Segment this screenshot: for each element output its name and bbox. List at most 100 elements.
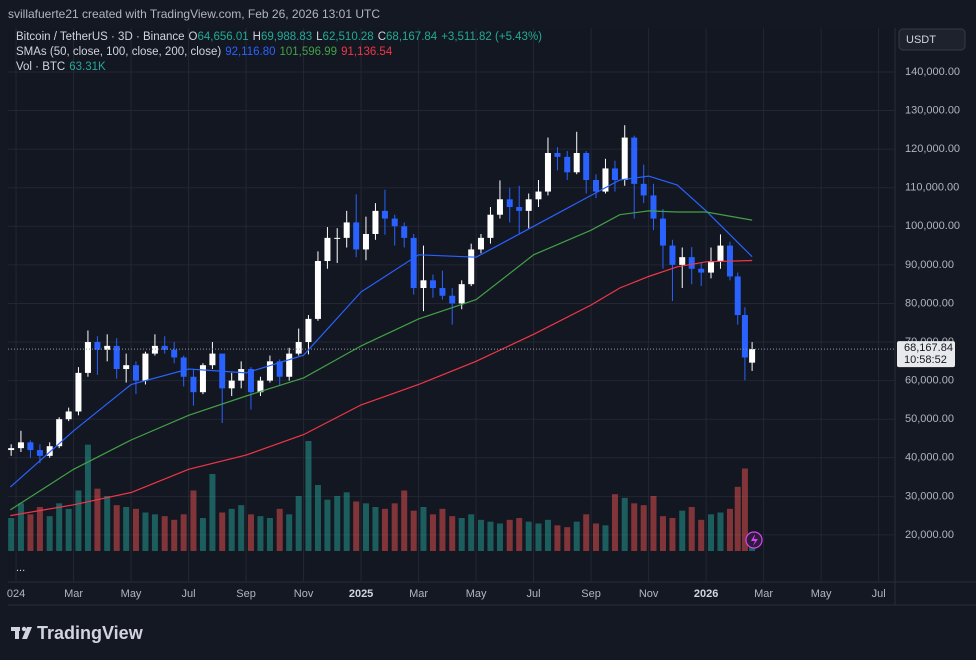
volume-bar [209, 474, 216, 551]
candle-body [190, 376, 197, 393]
candle-body [17, 442, 24, 449]
volume-bar [573, 521, 580, 551]
y-tick-label: 80,000.00 [905, 297, 954, 309]
volume-bar [621, 497, 628, 551]
volume-bar [698, 519, 705, 551]
volume-bar [238, 505, 245, 551]
volume-bar [496, 523, 503, 551]
candle-body [602, 168, 609, 192]
last-price-box [897, 341, 955, 368]
ohlc-item: C68,167.84 [378, 31, 437, 43]
candle-body [659, 218, 666, 246]
candle-body [592, 180, 599, 192]
ohlc-value: 69,988.83 [260, 31, 313, 43]
sma-value: 92,116.80 [225, 46, 276, 58]
volume-bar [679, 510, 686, 551]
volume-bar [707, 514, 714, 551]
more-button[interactable]: ... [16, 562, 25, 574]
candle-body [238, 369, 245, 381]
volume-bar [477, 519, 484, 551]
x-tick-label: Mar [409, 588, 428, 600]
candle-body [84, 342, 91, 373]
x-tick-label: 024 [7, 588, 25, 600]
volume-bar [506, 519, 513, 551]
volume-bar [564, 527, 571, 551]
volume-bar [334, 496, 341, 551]
candle-body [334, 237, 341, 239]
volume-bar [36, 507, 43, 551]
volume-bar [17, 503, 24, 551]
candle-body [477, 237, 484, 250]
candle-body [420, 280, 427, 289]
volume-bar [410, 510, 417, 551]
volume-bar [734, 486, 741, 551]
volume-bar [84, 444, 91, 551]
candle-body [65, 411, 72, 420]
ohlc-item: H69,988.83 [253, 31, 312, 43]
candle-body [468, 249, 475, 285]
candle-body [679, 257, 686, 265]
candle-body [458, 284, 465, 304]
candle-body [314, 261, 321, 319]
volume-bar [583, 514, 590, 551]
candle-body [749, 349, 756, 363]
volume-bar [535, 523, 542, 551]
volume-bar [362, 503, 369, 551]
volume-bar [257, 516, 264, 551]
volume-bar [94, 488, 101, 551]
currency-button[interactable] [898, 28, 966, 51]
candle-body [132, 365, 139, 381]
volume-bar [439, 508, 446, 551]
candle-body [343, 222, 350, 238]
brand: TradingView [37, 623, 144, 643]
y-tick-label: 60,000.00 [905, 375, 954, 387]
y-tick-label: 110,000.00 [905, 182, 959, 194]
volume-bar [592, 523, 599, 551]
sma-value: 91,136.54 [341, 46, 393, 58]
volume-bar [659, 516, 666, 551]
y-tick-label: 50,000.00 [905, 413, 954, 425]
candle-body [564, 156, 571, 173]
x-tick-label: 2026 [694, 588, 718, 600]
ohlc-key: C [377, 31, 387, 43]
ohlc-value: 64,656.01 [197, 31, 249, 43]
candle-body [180, 357, 187, 377]
x-tick-label: Mar [64, 588, 83, 600]
volume-bar [171, 519, 178, 551]
candle-body [554, 152, 561, 157]
candle-body [698, 268, 705, 273]
candle-body [611, 168, 618, 181]
sma-line [10, 259, 753, 517]
volume-bar [726, 508, 733, 551]
candle-body [362, 234, 369, 250]
ohlc-key: O [188, 31, 198, 43]
volume-bar [449, 516, 456, 551]
currency[interactable]: USDT [906, 34, 936, 46]
volume-bar [401, 490, 408, 551]
candle-body [8, 448, 15, 451]
candle-body [209, 353, 216, 366]
candle-body [573, 152, 580, 173]
ohlc-value: 68,167.84 [386, 31, 438, 43]
volume-value: 63.31K [69, 61, 106, 73]
candle-body [487, 214, 494, 238]
sma-value: 101,596.99 [279, 46, 338, 58]
candle-body [621, 137, 628, 181]
volume-bar [458, 518, 465, 551]
volume-bar [276, 508, 283, 551]
volume-label: Vol · BTC [16, 61, 66, 73]
candle-body [151, 345, 158, 354]
candle-body [113, 345, 120, 370]
volume-bar [741, 468, 748, 551]
candle-body [631, 137, 638, 184]
sma-line [9, 175, 753, 488]
volume-bar [65, 508, 72, 551]
candle-body [372, 210, 379, 235]
candle-body [305, 318, 312, 343]
volume-bar [305, 441, 312, 551]
volume-bar [516, 518, 523, 551]
ohlc-key: L [316, 31, 323, 43]
volume-bar [228, 508, 235, 551]
